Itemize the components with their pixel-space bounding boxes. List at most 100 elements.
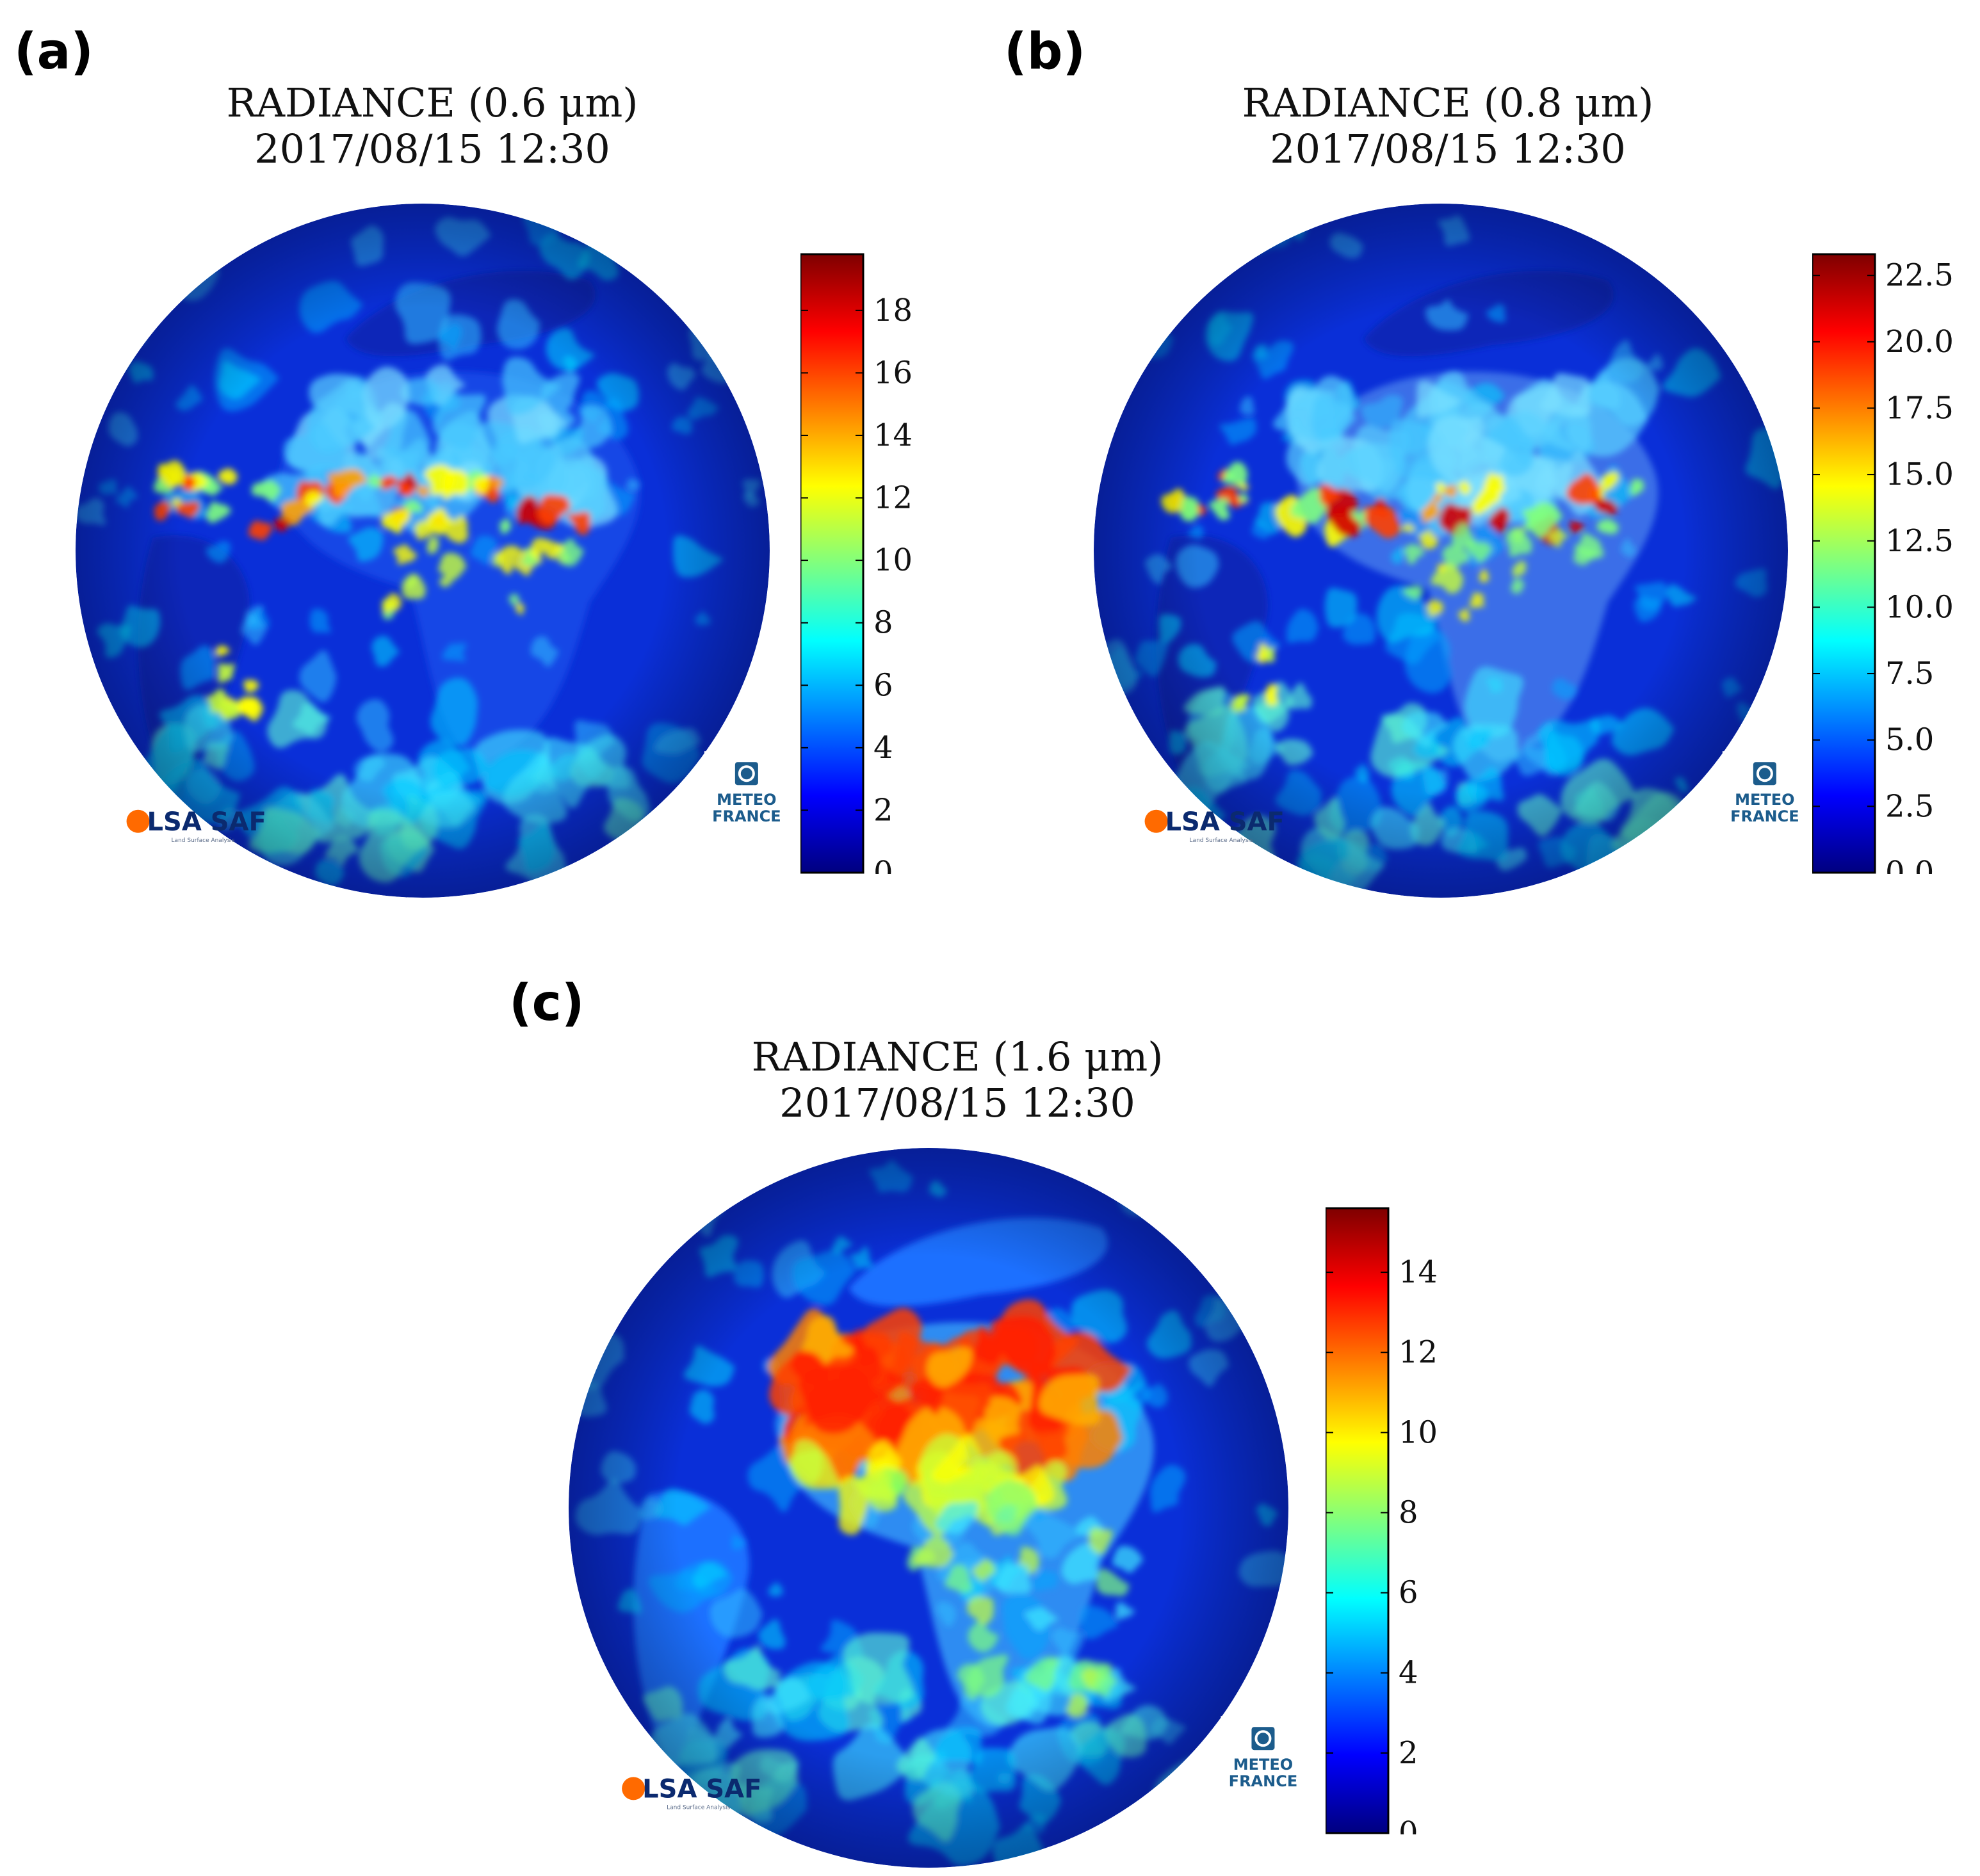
- panel-label: (b): [1004, 23, 1086, 81]
- cloud-patch: [1116, 1811, 1167, 1858]
- title-line-1: RADIANCE (1.6 μm): [751, 1033, 1164, 1080]
- panel-label: (c): [509, 974, 585, 1032]
- panel-title: RADIANCE (0.6 μm) 2017/08/15 12:30: [218, 80, 647, 172]
- cloud-patch: [157, 255, 180, 279]
- cloud-patch: [588, 210, 634, 242]
- meteo-france-logo-text: FRANCE: [1229, 1772, 1298, 1790]
- colorbar-tick-label: 4: [873, 730, 893, 766]
- colorbar-tick-label: 16: [873, 355, 913, 391]
- cloud-patch: [711, 250, 750, 280]
- cloud-patch: [1748, 312, 1788, 362]
- lsa-saf-logo-text: LSA SAF: [1165, 807, 1285, 837]
- cloud-patch: [137, 230, 162, 254]
- colorbar-tick-label: 10: [1399, 1414, 1438, 1450]
- cloud-patch: [720, 846, 750, 875]
- colorbar-gradient: [800, 253, 864, 874]
- colorbar-tick-label: 2: [1399, 1735, 1418, 1771]
- colorbar-tick-label: 15.0: [1885, 457, 1954, 492]
- cloud-patch: [602, 1806, 629, 1836]
- colorbar-tick-label: 5.0: [1885, 722, 1934, 758]
- colorbar-tick-label: 6: [873, 667, 893, 703]
- lsa-saf-logo-text: LSA SAF: [642, 1774, 761, 1804]
- colorbar-tick-label: 2: [873, 792, 893, 828]
- cloud-patch: [1162, 232, 1198, 256]
- colorbar-tick-label: 0: [1399, 1815, 1418, 1834]
- cloud-patch: [633, 850, 654, 871]
- panel-b: (b) RADIANCE (0.8 μm) 2017/08/15 12:30 L…: [990, 0, 1980, 922]
- lsa-saf-logo-subtext: Land Surface Analysis: [1190, 837, 1253, 844]
- colorbar-tick-label: 12.5: [1885, 523, 1954, 559]
- cloud-patch: [590, 1163, 637, 1195]
- cloud-patch: [654, 1827, 694, 1858]
- meteo-france-logo-text: FRANCE: [712, 807, 781, 825]
- cloud-patch: [1239, 1826, 1257, 1851]
- lsa-saf-logo-icon: [1144, 809, 1168, 833]
- lsa-saf-logo-subtext: Land Surface Analysis: [667, 1804, 730, 1811]
- cloud-patch: [569, 1195, 609, 1243]
- lsa-saf-logo-text: LSA SAF: [147, 807, 266, 837]
- cloud-patch: [93, 257, 118, 280]
- meteo-france-logo-text: METEO: [717, 791, 776, 809]
- cloud-patch: [736, 356, 770, 384]
- title-line-2: 2017/08/15 12:30: [254, 125, 610, 172]
- colorbar-tick-label: 4: [1399, 1655, 1418, 1691]
- colorbar: 0 2 4 6 8 10 12 14 16 18: [800, 253, 913, 874]
- colorbar: 0.0 2.5 5.0 7.5 10.0 12.5 15.0 17.5 20.0 22.5: [1812, 253, 1954, 874]
- title-line-2: 2017/08/15 12:30: [1270, 125, 1626, 172]
- colorbar-tick-label: 12: [873, 480, 913, 516]
- lsa-saf-logo-icon: [126, 809, 150, 833]
- colorbar-tick-label: 0.0: [1885, 855, 1934, 874]
- colorbar-gradient: [1812, 253, 1876, 874]
- panel-c: (c) RADIANCE (1.6 μm) 2017/08/15 12:30 L…: [0, 922, 1980, 1876]
- cloud-patch: [113, 250, 140, 275]
- colorbar-tick-label: 2.5: [1885, 788, 1934, 824]
- colorbar: 0 2 4 6 8 10 12 14: [1326, 1207, 1438, 1834]
- cloud-patch: [1669, 221, 1705, 264]
- panel-title: RADIANCE (0.8 μm) 2017/08/15 12:30: [1233, 80, 1662, 172]
- cloud-patch: [742, 871, 770, 898]
- panel-title: RADIANCE (1.6 μm) 2017/08/15 12:30: [743, 1034, 1172, 1126]
- title-line-1: RADIANCE (0.8 μm): [1242, 79, 1654, 126]
- colorbar-tick-label: 17.5: [1885, 390, 1954, 426]
- cloud-patch: [580, 1175, 647, 1232]
- cloud-patch: [677, 1171, 701, 1197]
- colorbar-tick-label: 14: [1399, 1254, 1438, 1290]
- colorbar-tick-label: 20.0: [1885, 324, 1954, 360]
- cloud-patch: [650, 810, 676, 849]
- cloud-patch: [642, 1752, 672, 1777]
- colorbar-gradient: [1326, 1207, 1390, 1834]
- colorbar-tick-label: 12: [1399, 1334, 1438, 1370]
- colorbar-tick-label: 18: [873, 293, 913, 328]
- cloud-patch: [672, 1837, 726, 1868]
- panel-label: (a): [14, 23, 93, 81]
- meteo-france-logo-text: METEO: [1735, 791, 1794, 809]
- meteo-france-logo-text: FRANCE: [1730, 807, 1799, 825]
- cloud-patch: [606, 1743, 619, 1756]
- lsa-saf-logo-icon: [622, 1777, 645, 1800]
- panel-a: (a) RADIANCE (0.6 μm) 2017/08/15 12:30 L…: [0, 0, 990, 922]
- cloud-patch: [1730, 222, 1766, 250]
- cloud-patch: [172, 867, 197, 889]
- colorbar-tick-label: 7.5: [1885, 656, 1934, 691]
- title-line-2: 2017/08/15 12:30: [779, 1080, 1135, 1126]
- lsa-saf-logo-subtext: Land Surface Analysis: [172, 837, 235, 844]
- colorbar-tick-label: 10.0: [1885, 589, 1954, 625]
- cloud-patch: [656, 1818, 689, 1851]
- cloud-patch: [569, 1791, 617, 1834]
- colorbar-tick-label: 14: [873, 417, 913, 453]
- colorbar-tick-label: 22.5: [1885, 257, 1954, 293]
- title-line-1: RADIANCE (0.6 μm): [226, 79, 638, 126]
- colorbar-tick-label: 10: [873, 542, 913, 578]
- cloud-patch: [699, 206, 725, 245]
- colorbar-tick-label: 8: [873, 605, 893, 641]
- cloud-patch: [1658, 861, 1687, 898]
